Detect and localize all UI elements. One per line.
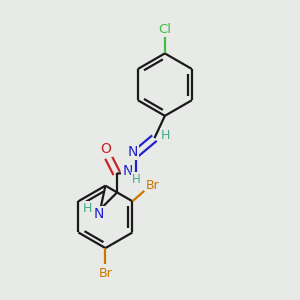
- Text: H: H: [132, 173, 141, 186]
- Text: H: H: [161, 129, 170, 142]
- Text: N: N: [122, 164, 133, 178]
- Text: N: N: [93, 208, 104, 221]
- Text: O: O: [100, 142, 111, 156]
- Text: Cl: Cl: [158, 22, 171, 35]
- Text: Br: Br: [146, 179, 160, 192]
- Text: N: N: [127, 145, 138, 159]
- Text: Br: Br: [98, 267, 112, 280]
- Text: H: H: [83, 202, 93, 215]
